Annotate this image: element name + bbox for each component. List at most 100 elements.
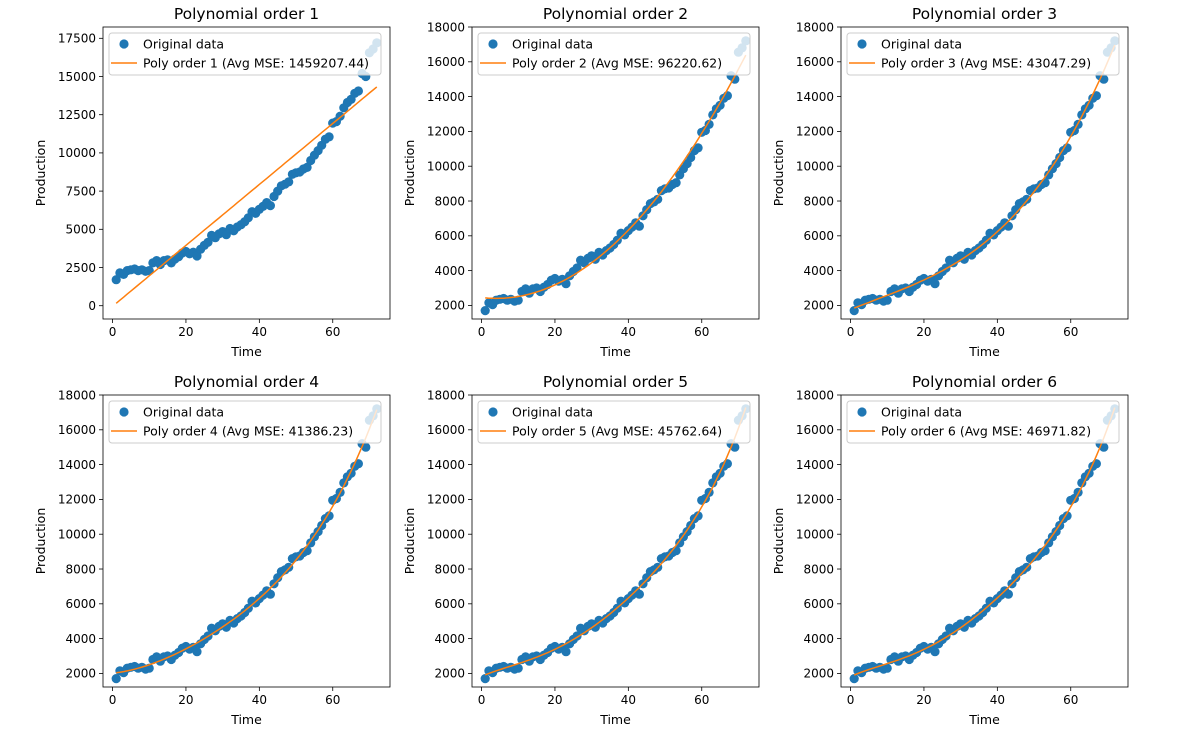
x-tick-label: 40	[990, 693, 1005, 707]
data-point	[959, 254, 969, 264]
y-tick-label: 6000	[803, 229, 834, 243]
data-point	[265, 201, 275, 211]
chart-title: Polynomial order 3	[912, 5, 1057, 23]
y-tick-label: 6000	[434, 229, 465, 243]
legend-label-fit: Poly order 4 (Avg MSE: 41386.23)	[143, 424, 353, 439]
legend-label-data: Original data	[143, 37, 224, 52]
x-tick-label: 0	[847, 693, 855, 707]
data-point	[192, 251, 202, 261]
legend-label-fit: Poly order 5 (Avg MSE: 45762.64)	[512, 424, 722, 439]
legend-label-fit: Poly order 3 (Avg MSE: 43047.29)	[881, 56, 1091, 71]
y-tick-label: 4000	[803, 264, 834, 278]
y-axis-label: Production	[402, 140, 417, 207]
y-tick-label: 2000	[65, 667, 96, 681]
y-tick-label: 8000	[803, 562, 834, 576]
y-tick-label: 6000	[434, 597, 465, 611]
y-tick-label: 16000	[427, 55, 465, 69]
data-point	[882, 295, 892, 305]
y-tick-label: 10000	[427, 528, 465, 542]
chart-title: Polynomial order 4	[174, 373, 319, 391]
y-tick-label: 5000	[65, 223, 96, 237]
data-point	[192, 647, 202, 657]
y-tick-label: 10000	[58, 146, 96, 160]
subplot-3: Polynomial order 3 0 20 40 60 2000 4000 6000 800…	[771, 5, 1129, 359]
legend-label-data: Original data	[512, 405, 593, 420]
data-point	[513, 295, 523, 305]
x-axis-label: Time	[599, 712, 631, 727]
legend-label-fit: Poly order 6 (Avg MSE: 46971.82)	[881, 424, 1091, 439]
axes-frame	[102, 26, 391, 320]
x-tick-label: 0	[109, 693, 117, 707]
x-tick-label: 20	[916, 325, 931, 339]
x-tick-label: 60	[325, 693, 340, 707]
x-axis-label: Time	[230, 712, 262, 727]
plot-area	[480, 36, 751, 316]
legend-label-data: Original data	[881, 405, 962, 420]
y-tick-label: 14000	[427, 458, 465, 472]
legend-marker-data	[119, 407, 129, 417]
y-axis-label: Production	[771, 508, 786, 575]
y-tick-label: 12000	[427, 125, 465, 139]
axes-frame	[840, 394, 1129, 688]
y-tick-label: 4000	[434, 632, 465, 646]
y-tick-label: 10000	[796, 160, 834, 174]
legend-box	[846, 32, 1120, 76]
y-tick-label: 8000	[434, 562, 465, 576]
y-tick-label: 16000	[58, 423, 96, 437]
y-tick-label: 14000	[427, 90, 465, 104]
x-tick-label: 20	[178, 693, 193, 707]
x-axis-label: Time	[599, 344, 631, 359]
data-point	[634, 589, 645, 599]
x-tick-label: 0	[847, 325, 855, 339]
legend-marker-data	[857, 407, 867, 417]
y-tick-label: 4000	[65, 632, 96, 646]
plot-area	[480, 404, 751, 684]
y-axis-label: Production	[402, 508, 417, 575]
data-point	[561, 647, 571, 657]
y-tick-label: 2000	[803, 667, 834, 681]
y-tick-label: 8000	[65, 562, 96, 576]
data-point	[849, 306, 859, 316]
x-tick-label: 20	[916, 693, 931, 707]
data-point	[634, 221, 645, 231]
data-point	[111, 275, 121, 285]
plot-area	[849, 36, 1120, 316]
legend-marker-data	[488, 407, 498, 417]
data-point	[693, 511, 703, 521]
y-tick-label: 14000	[58, 458, 96, 472]
chart-title: Polynomial order 1	[174, 5, 319, 23]
data-point	[513, 663, 523, 673]
y-tick-label: 8000	[434, 194, 465, 208]
x-tick-label: 60	[694, 693, 709, 707]
data-point	[882, 663, 892, 673]
y-tick-label: 2000	[434, 299, 465, 313]
data-point	[324, 132, 334, 142]
subplot-4: Polynomial order 4 0 20 40 60 2000 4000 6000 800…	[33, 373, 391, 727]
data-point	[1003, 589, 1014, 599]
legend-box	[108, 400, 382, 444]
x-axis-label: Time	[968, 712, 1000, 727]
y-tick-label: 12500	[58, 108, 96, 122]
fit-line	[116, 409, 378, 674]
data-point	[111, 674, 121, 684]
data-point	[324, 511, 334, 521]
chart-title: Polynomial order 2	[543, 5, 688, 23]
y-tick-label: 16000	[796, 423, 834, 437]
y-tick-label: 8000	[803, 194, 834, 208]
y-tick-label: 18000	[796, 388, 834, 402]
y-tick-label: 4000	[803, 632, 834, 646]
plot-area	[849, 404, 1120, 684]
y-axis-label: Production	[771, 140, 786, 207]
x-axis-label: Time	[968, 344, 1000, 359]
data-point	[849, 674, 859, 684]
x-tick-label: 40	[990, 325, 1005, 339]
y-tick-label: 14000	[796, 90, 834, 104]
chart-title: Polynomial order 5	[543, 373, 688, 391]
x-tick-label: 0	[478, 325, 486, 339]
x-axis-label: Time	[230, 344, 262, 359]
plot-area	[111, 38, 382, 304]
data-point	[930, 279, 940, 289]
data-point	[265, 589, 275, 599]
x-tick-label: 40	[252, 325, 267, 339]
